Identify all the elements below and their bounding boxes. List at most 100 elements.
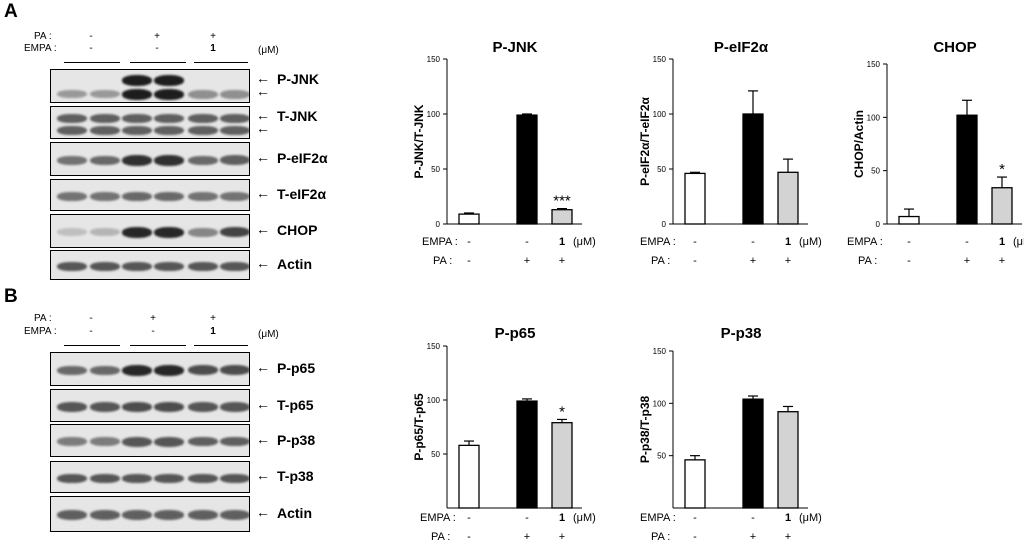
unit-label: (μM): [258, 329, 279, 340]
blot-band: [220, 192, 249, 201]
empa-value: -: [693, 512, 697, 524]
blot-band: [154, 192, 184, 201]
pa-value: +: [964, 255, 970, 267]
bar: [516, 400, 538, 509]
y-tick-label: 150: [427, 342, 441, 351]
blot-band: [90, 402, 120, 412]
empa-value: -: [467, 236, 471, 248]
blot-band: [57, 402, 87, 412]
pa-value: -: [907, 255, 911, 267]
band-arrow-icon: ←: [256, 119, 270, 136]
blot-band: [122, 192, 152, 201]
y-tick-label: 0: [876, 220, 881, 229]
chart-1: P-JNK P-JNK/T-JNK 0 50 100 150 *** EMPA : PA : - -…: [412, 39, 596, 267]
blot-band: [90, 437, 120, 446]
pa-value-1: -: [89, 313, 93, 324]
empa-value: 1: [559, 236, 565, 248]
blot-band: [122, 155, 152, 166]
blot-band: [154, 262, 184, 271]
band-arrow-icon: ←: [256, 69, 270, 86]
blot-label: T-p65: [277, 396, 314, 413]
pa-value: -: [693, 255, 697, 267]
lane-group-underline: [130, 345, 186, 346]
blot-strip: [50, 496, 250, 532]
empa-value: -: [467, 512, 471, 524]
band-arrow-icon: ←: [256, 395, 270, 412]
blot-band: [188, 474, 218, 483]
bar: [684, 172, 706, 225]
blot-label: T-JNK: [277, 107, 318, 124]
lane-group-underline: [64, 345, 120, 346]
blot-band: [188, 228, 218, 237]
blot-strip: [50, 424, 250, 457]
blot-band: [188, 90, 218, 99]
blot-band: [57, 126, 87, 135]
blot-band: [90, 474, 120, 483]
blot-band: [220, 437, 249, 446]
chart-5: P-p38 P-p38/T-p38 50 100 150 EMPA : PA : - - - +1 +…: [638, 325, 822, 543]
y-axis-label: CHOP/Actin: [852, 110, 866, 178]
y-tick-label: 150: [653, 347, 667, 356]
blot-band: [188, 402, 218, 412]
blot-band: [220, 90, 249, 99]
blot-band: [90, 262, 120, 271]
blot-band: [122, 89, 152, 100]
pa-value: +: [785, 531, 791, 543]
pa-label: PA :: [858, 255, 877, 267]
blot-strip: [50, 352, 250, 386]
y-tick-label: 100: [427, 110, 441, 119]
chart-3: CHOP CHOP/Actin 0 50 100 150 * EMPA : PA : - - - +1 +…: [847, 39, 1024, 267]
blot-band: [220, 402, 249, 412]
blot-band: [57, 114, 87, 123]
bar: [742, 398, 764, 509]
empa-value-1: -: [89, 326, 93, 337]
blot-band: [57, 510, 87, 520]
bar: [898, 215, 920, 225]
band-arrow-icon: ←: [256, 255, 270, 271]
pa-label: PA :: [433, 255, 452, 267]
bar: [516, 114, 538, 225]
blot-strip: [50, 142, 250, 176]
pa-value: +: [524, 255, 530, 267]
bar: [551, 422, 573, 509]
blot-band: [57, 262, 87, 271]
y-tick-label: 50: [657, 165, 666, 174]
pa-value: +: [999, 255, 1005, 267]
y-tick-label: 0: [436, 220, 441, 229]
blot-band: [122, 437, 152, 447]
unit-label: (μM): [799, 236, 822, 248]
pa-value-3: +: [210, 31, 216, 42]
blot-band: [122, 75, 152, 86]
unit-label: (μM): [258, 45, 279, 56]
blot-band: [90, 366, 120, 375]
pa-value: +: [559, 255, 565, 267]
blot-band: [188, 126, 218, 135]
blot-label: P-p38: [277, 431, 316, 448]
blot-band: [154, 510, 184, 520]
empa-label: EMPA :: [422, 236, 458, 248]
empa-value-2: -: [155, 43, 159, 54]
pa-value: -: [467, 531, 471, 543]
blot-label: P-p65: [277, 360, 316, 376]
unit-label: (μM): [1013, 236, 1024, 248]
blot-band: [122, 262, 152, 271]
band-arrow-icon: ←: [256, 359, 270, 375]
band-arrow-icon: ←: [256, 83, 270, 100]
y-tick-label: 50: [431, 165, 440, 174]
pa-value-3: +: [210, 313, 216, 324]
blot-band: [90, 90, 120, 98]
blot-label: T-eIF2α: [277, 186, 327, 202]
y-tick-label: 100: [653, 399, 667, 408]
blot-label: CHOP: [277, 222, 318, 238]
blot-band: [154, 126, 184, 135]
blot-strip: [50, 179, 250, 211]
blot-band: [188, 192, 218, 201]
blot-band: [154, 402, 184, 412]
blot-band: [220, 155, 249, 165]
blot-label: P-eIF2α: [277, 150, 328, 166]
pa-label: PA :: [34, 313, 52, 324]
blot-band: [188, 156, 218, 165]
blot-band: [57, 192, 87, 201]
empa-value: 1: [785, 236, 791, 248]
